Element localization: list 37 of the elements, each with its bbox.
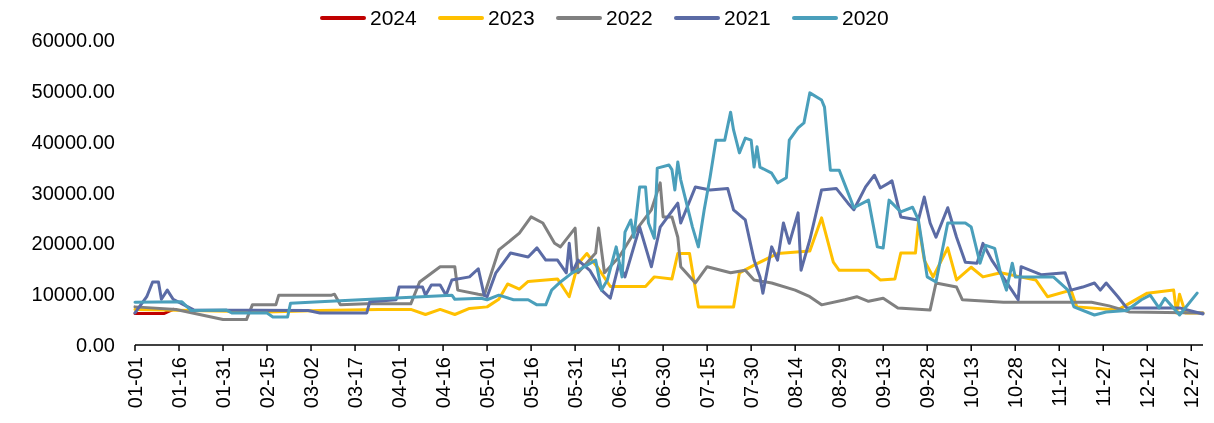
x-tick-label: 10-13 <box>960 357 983 409</box>
legend-label: 2021 <box>724 6 771 30</box>
x-tick-label: 12-27 <box>1180 357 1203 409</box>
y-tick-label: 30000.00 <box>31 181 115 204</box>
x-tick-label: 03-02 <box>300 357 323 409</box>
x-tick-label: 12-12 <box>1136 357 1159 409</box>
x-tick-label: 09-13 <box>872 357 895 409</box>
y-tick-label: 10000.00 <box>31 283 115 306</box>
y-tick-label: 60000.00 <box>31 29 115 51</box>
x-tick-label: 08-29 <box>828 357 851 409</box>
legend-label: 2024 <box>370 6 418 30</box>
legend-label: 2020 <box>842 6 889 30</box>
x-tick-label: 05-31 <box>564 357 587 409</box>
x-tick-label: 08-14 <box>784 357 807 409</box>
x-tick-label: 02-15 <box>256 357 279 409</box>
x-tick-label: 09-28 <box>916 357 939 409</box>
x-tick-label: 11-27 <box>1092 357 1115 407</box>
legend-label: 2023 <box>488 6 535 30</box>
x-tick-label: 04-16 <box>432 357 455 409</box>
x-tick-label: 05-16 <box>520 357 543 409</box>
y-tick-label: 40000.00 <box>31 130 115 153</box>
x-tick-label: 07-15 <box>696 357 719 409</box>
y-tick-label: 0.00 <box>76 334 115 356</box>
x-tick-label: 01-01 <box>124 357 146 409</box>
y-tick-label: 20000.00 <box>31 232 115 255</box>
x-tick-label: 04-01 <box>388 357 411 409</box>
x-tick-label: 05-01 <box>476 357 499 409</box>
x-tick-label: 10-28 <box>1004 357 1027 409</box>
x-tick-label: 01-16 <box>168 357 191 409</box>
x-tick-label: 11-12 <box>1048 357 1071 407</box>
legend-label: 2022 <box>606 6 653 30</box>
x-tick-label: 06-15 <box>608 357 631 409</box>
x-tick-label: 06-30 <box>652 357 675 409</box>
x-tick-label: 03-17 <box>344 357 367 409</box>
x-tick-label: 07-30 <box>740 357 763 409</box>
y-tick-label: 50000.00 <box>31 79 115 102</box>
x-tick-label: 01-31 <box>212 357 235 409</box>
